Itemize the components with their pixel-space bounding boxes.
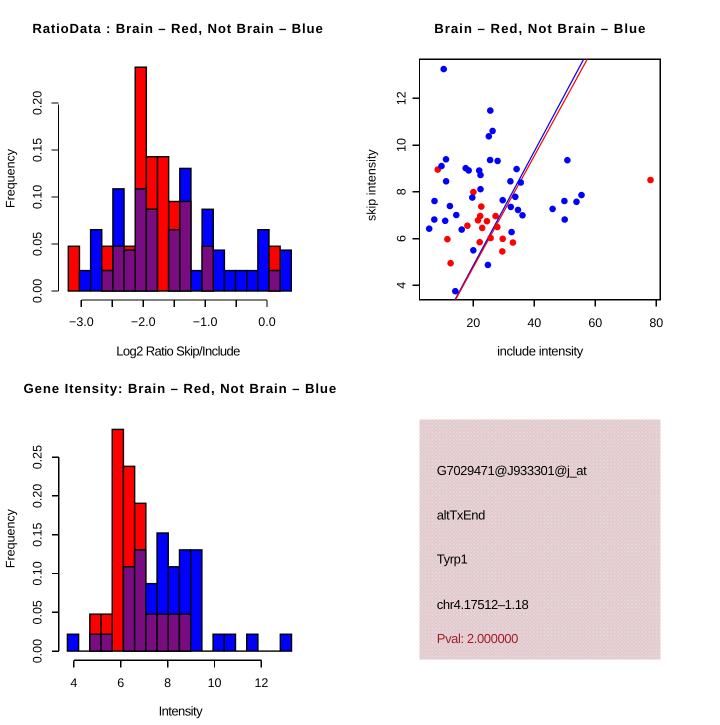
svg-text:−2.0: −2.0 xyxy=(131,315,156,329)
svg-text:G7029471@J933301@j_at: G7029471@J933301@j_at xyxy=(437,463,587,478)
svg-text:Gene Itensity: Brain – Red, No: Gene Itensity: Brain – Red, Not Brain – … xyxy=(23,381,337,396)
svg-text:−3.0: −3.0 xyxy=(69,315,94,329)
svg-text:8: 8 xyxy=(164,676,171,690)
svg-text:12: 12 xyxy=(395,91,409,105)
svg-text:8: 8 xyxy=(395,188,409,195)
svg-text:Frequency: Frequency xyxy=(3,508,17,568)
svg-text:altTxEnd: altTxEnd xyxy=(437,507,485,522)
svg-text:Log2 Ratio Skip/Include: Log2 Ratio Skip/Include xyxy=(116,344,240,359)
svg-text:4: 4 xyxy=(70,676,77,690)
svg-text:0.15: 0.15 xyxy=(31,522,45,546)
svg-text:RatioData : Brain – Red, Not B: RatioData : Brain – Red, Not Brain – Blu… xyxy=(32,21,323,36)
svg-text:include intensity: include intensity xyxy=(497,343,584,358)
svg-text:6: 6 xyxy=(117,676,124,690)
svg-text:0.00: 0.00 xyxy=(31,279,45,303)
svg-text:12: 12 xyxy=(254,676,268,690)
svg-text:−1.0: −1.0 xyxy=(193,315,218,329)
svg-text:80: 80 xyxy=(649,316,663,330)
svg-text:60: 60 xyxy=(588,316,602,330)
svg-text:0.15: 0.15 xyxy=(31,138,45,162)
svg-text:6: 6 xyxy=(395,235,409,242)
svg-text:0.0: 0.0 xyxy=(258,315,275,329)
svg-text:0.05: 0.05 xyxy=(31,600,45,624)
svg-text:chr4.17512–1.18: chr4.17512–1.18 xyxy=(437,597,529,612)
svg-text:Pval: 2.000000: Pval: 2.000000 xyxy=(437,631,518,646)
svg-text:10: 10 xyxy=(208,676,222,690)
svg-text:0.05: 0.05 xyxy=(31,232,45,256)
svg-text:Tyrp1: Tyrp1 xyxy=(437,551,468,566)
svg-text:10: 10 xyxy=(395,138,409,152)
svg-text:0.25: 0.25 xyxy=(31,445,45,469)
svg-text:0.20: 0.20 xyxy=(31,484,45,508)
svg-text:0.10: 0.10 xyxy=(31,185,45,209)
svg-text:0.10: 0.10 xyxy=(31,561,45,585)
svg-text:0.00: 0.00 xyxy=(31,639,45,663)
svg-text:Brain – Red, Not Brain – Blue: Brain – Red, Not Brain – Blue xyxy=(434,21,646,36)
svg-text:4: 4 xyxy=(395,282,409,289)
svg-text:40: 40 xyxy=(527,316,541,330)
svg-text:0.20: 0.20 xyxy=(31,91,45,115)
svg-text:skip intensity: skip intensity xyxy=(365,149,379,221)
svg-text:Frequency: Frequency xyxy=(3,148,17,208)
svg-text:20: 20 xyxy=(466,316,480,330)
svg-text:Intensity: Intensity xyxy=(159,703,204,718)
